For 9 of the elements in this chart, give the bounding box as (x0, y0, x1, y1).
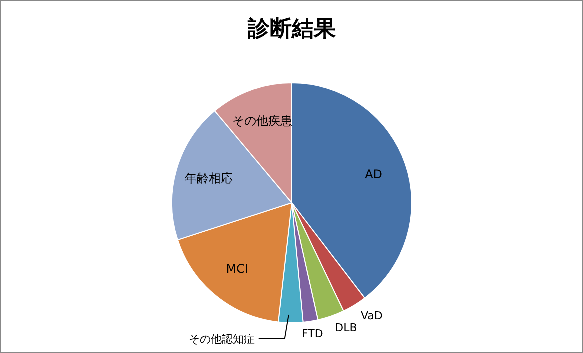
slice-label: 年齢相応 (184, 171, 233, 186)
slice-label: DLB (335, 322, 358, 335)
chart-title: 診断結果 (247, 17, 337, 42)
slice-label: その他認知症 (188, 332, 255, 346)
slice-label: AD (365, 168, 383, 182)
slice-label: MCI (226, 262, 248, 276)
slice-label: その他疾患 (232, 114, 292, 128)
slice-label: VaD (360, 310, 383, 323)
slice-label: FTD (302, 327, 324, 340)
